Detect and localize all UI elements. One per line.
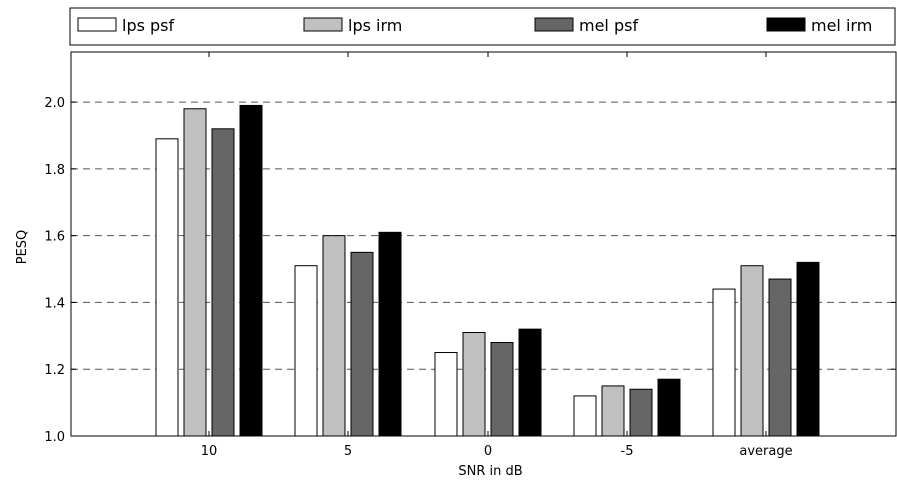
y-tick-label: 1.4	[44, 296, 65, 311]
y-tick-label: 1.2	[44, 363, 65, 378]
bar	[657, 378, 681, 437]
bar	[462, 331, 486, 437]
legend-swatch	[77, 17, 117, 32]
legend-label: lps psf	[122, 16, 175, 35]
axis-ticks: 1.0 1.2 1.4 1.6 1.8 2.0 10 5 0 -5 average	[44, 52, 896, 459]
legend-swatch	[303, 17, 343, 32]
x-tick-label: 0	[484, 444, 492, 459]
bar	[601, 385, 625, 437]
bars	[155, 104, 820, 437]
legend-label: mel irm	[811, 16, 872, 35]
bar	[629, 388, 653, 437]
y-tick-label: 1.6	[44, 230, 65, 245]
bar	[490, 342, 514, 437]
bar	[378, 231, 402, 437]
legend-swatch	[534, 17, 574, 32]
y-axis-label: PESQ	[15, 230, 30, 265]
bar	[155, 138, 179, 437]
y-tick-label: 1.0	[44, 430, 65, 445]
legend-swatch	[766, 17, 806, 32]
legend-label: mel psf	[579, 16, 638, 35]
plot-frame	[70, 51, 897, 437]
bar	[239, 104, 263, 437]
legend: lps psf lps irm mel psf mel irm	[69, 7, 896, 46]
y-tick-label: 1.8	[44, 163, 65, 178]
bar	[573, 395, 597, 437]
bar	[294, 265, 318, 437]
legend-box	[69, 7, 896, 46]
x-tick-label: average	[739, 444, 792, 459]
bar	[183, 108, 207, 437]
bar	[350, 251, 374, 437]
x-tick-label: 5	[344, 444, 352, 459]
bar	[211, 128, 235, 437]
bar	[434, 352, 458, 437]
bar	[322, 235, 346, 437]
bar	[712, 288, 736, 437]
legend-label: lps irm	[348, 16, 402, 35]
x-tick-label: -5	[621, 444, 634, 459]
bar	[740, 265, 764, 437]
y-tick-label: 2.0	[44, 96, 65, 111]
x-axis-label: SNR in dB	[458, 464, 522, 479]
x-tick-label: 10	[201, 444, 218, 459]
bar	[518, 328, 542, 437]
bar	[768, 278, 792, 437]
bar	[796, 261, 820, 437]
